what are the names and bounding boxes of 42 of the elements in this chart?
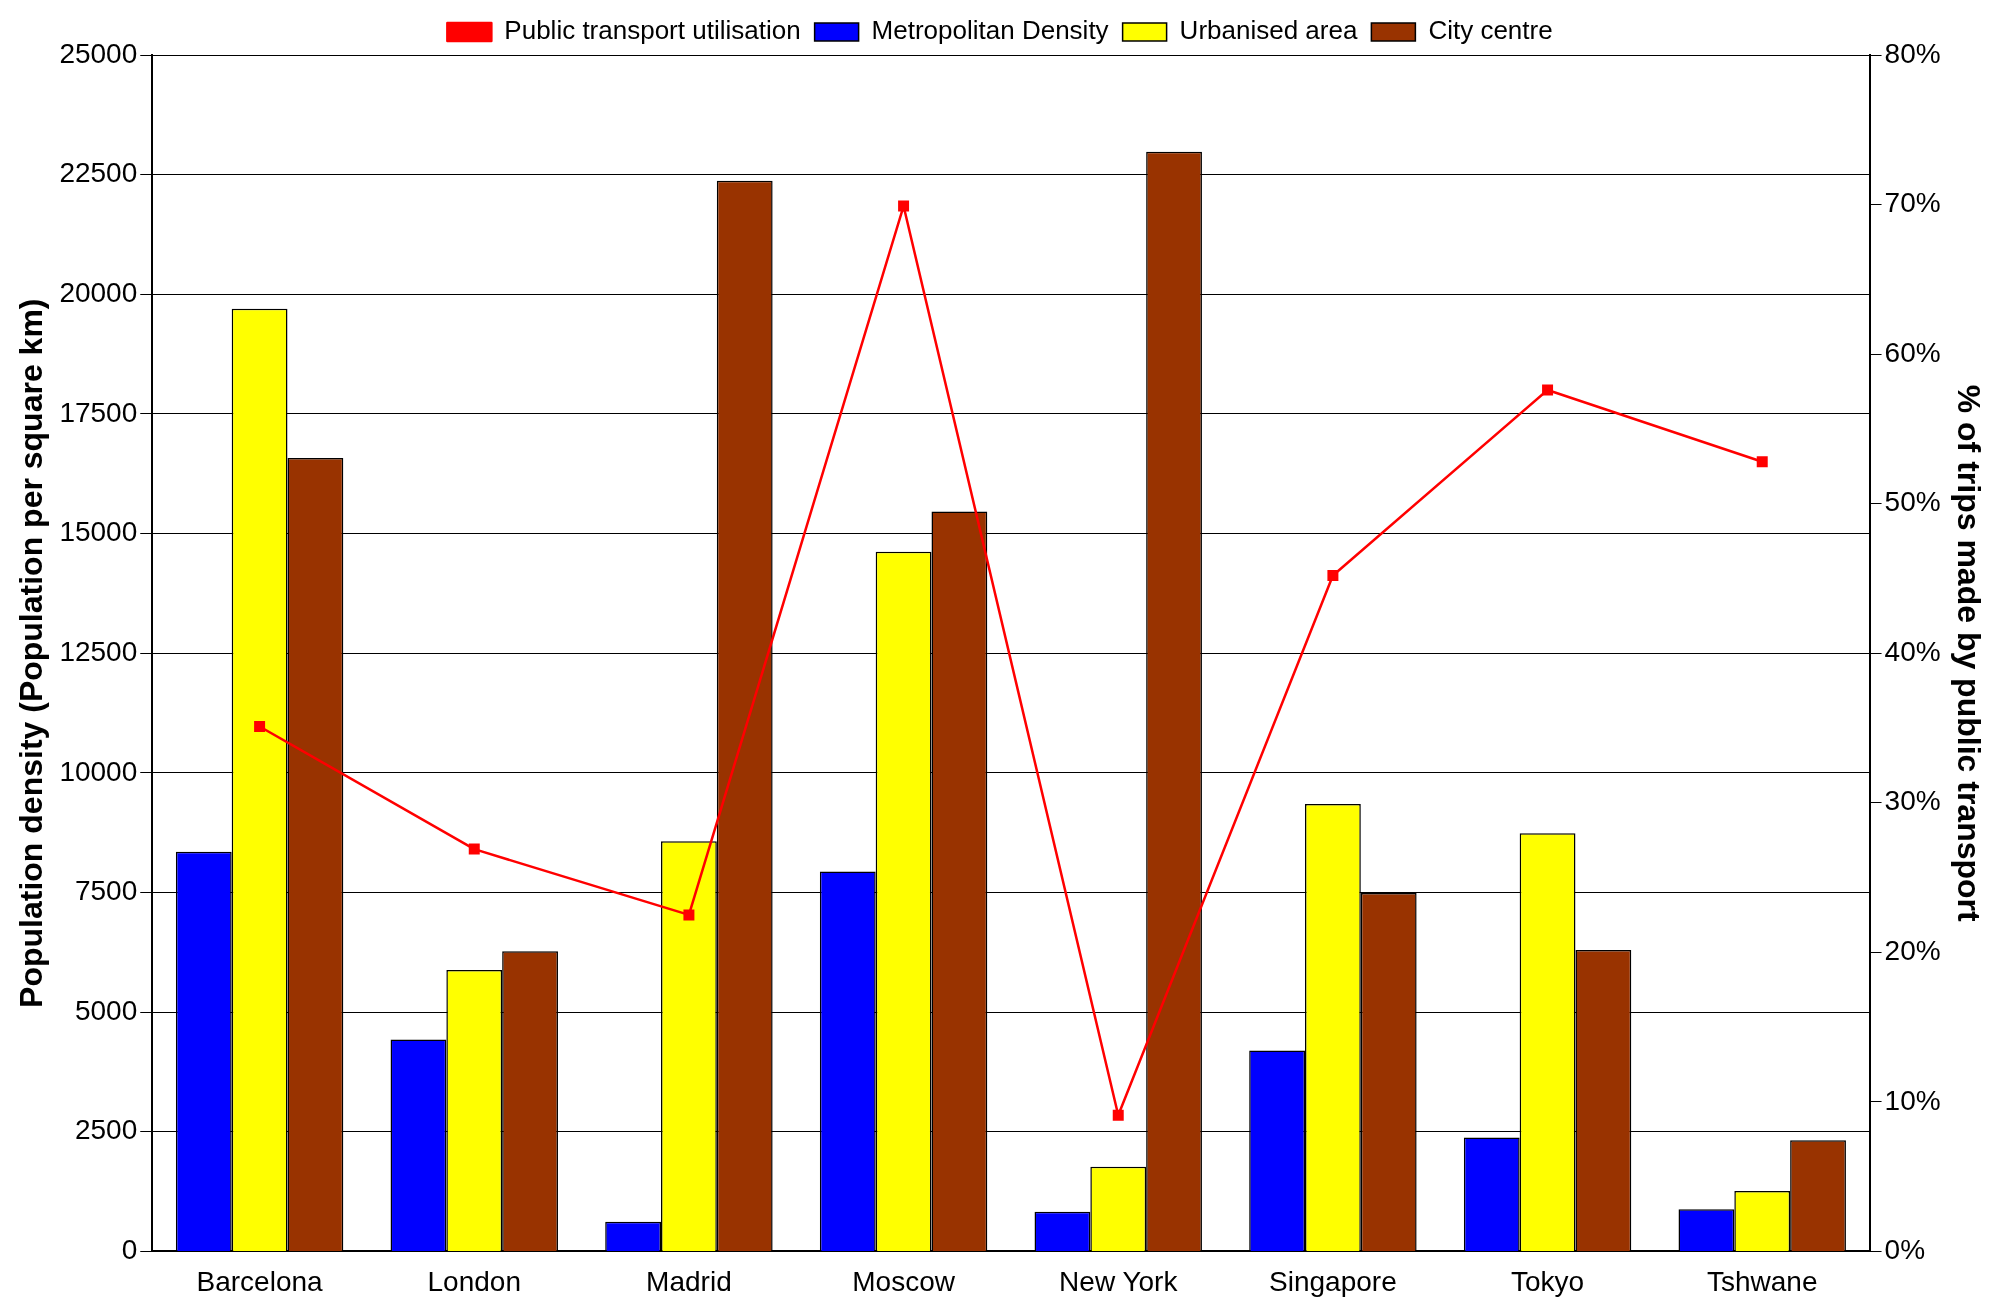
x-tick-label: Tshwane <box>1706 1265 1818 1297</box>
y-tick-label: 2500 <box>74 1114 138 1146</box>
y-tick-label: 7500 <box>74 875 138 907</box>
x-tick-label: Moscow <box>852 1265 956 1297</box>
y-tick-label: 5000 <box>74 994 138 1026</box>
y2-tick-label: 0% <box>1884 1234 1926 1266</box>
y2-tick-label: 10% <box>1884 1084 1941 1116</box>
y2-tick-label: 80% <box>1884 37 1941 69</box>
y2-tick-label: 60% <box>1884 336 1941 368</box>
y-tick-label: 10000 <box>59 755 138 787</box>
legend-label: Metropolitan Density <box>871 15 1109 46</box>
point <box>898 200 910 212</box>
x-tick-label: Singapore <box>1269 1265 1397 1297</box>
point <box>468 843 480 855</box>
x-tick-label: New York <box>1059 1265 1179 1297</box>
legend-label: City centre <box>1428 15 1553 46</box>
x-tick-label: London <box>427 1265 521 1297</box>
y2-tick-label: 50% <box>1884 486 1941 518</box>
legend-label: Public transport utilisation <box>504 15 801 46</box>
point <box>1327 569 1339 581</box>
y-tick-label: 12500 <box>59 635 138 667</box>
point <box>1542 384 1554 396</box>
point <box>683 909 695 921</box>
y-tick-label: 0 <box>121 1234 138 1266</box>
y-tick-label: 20000 <box>59 277 138 308</box>
y2-tick-label: 30% <box>1884 785 1941 817</box>
point <box>1112 1109 1124 1121</box>
y2-tick-label: 70% <box>1884 187 1941 219</box>
y-tick-label: 17500 <box>59 396 138 428</box>
y2-tick-label: 40% <box>1884 635 1941 667</box>
y-axis-title: Population density (Population per square km) <box>13 298 50 1008</box>
y-tick-label: 22500 <box>59 157 138 189</box>
y-tick-label: 15000 <box>59 516 138 548</box>
y-tick-label: 25000 <box>59 37 138 69</box>
x-tick-label: Barcelona <box>196 1265 324 1297</box>
point <box>254 720 266 732</box>
point <box>1756 456 1768 468</box>
x-tick-label: Tokyo <box>1510 1265 1585 1297</box>
legend-label: Urbanised area <box>1179 15 1358 46</box>
y2-tick-label: 20% <box>1884 935 1941 967</box>
x-tick-label: Madrid <box>646 1265 732 1297</box>
y2-axis-title: % of trips made by public transport <box>1950 384 1987 923</box>
